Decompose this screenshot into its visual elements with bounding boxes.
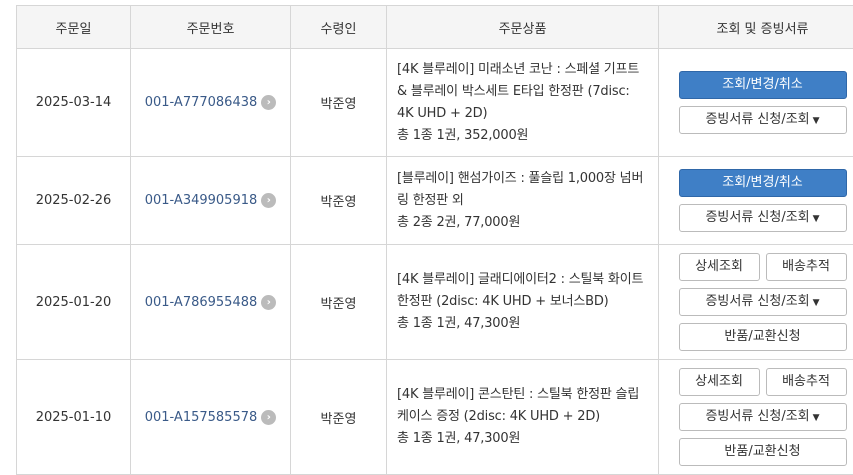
- table-row: 2025-03-14 001-A777086438› 박준영 [4K 블루레이]…: [17, 49, 853, 157]
- order-summary: 총 1종 1권, 47,300원: [397, 428, 648, 450]
- product-name: [4K 블루레이] 콘스탄틴 : 스틸북 한정판 슬립케이스 증정 (2disc…: [397, 384, 648, 428]
- table-row: 2025-01-20 001-A786955488› 박준영 [4K 블루레이]…: [17, 245, 853, 360]
- chevron-right-icon[interactable]: ›: [261, 95, 276, 110]
- tracking-button[interactable]: 배송추적: [766, 253, 847, 281]
- view-change-cancel-button[interactable]: 조회/변경/취소: [679, 71, 847, 99]
- receipt-dropdown-button[interactable]: 증빙서류 신청/조회 ▼: [679, 204, 847, 232]
- product-name: [4K 블루레이] 미래소년 코난 : 스페셜 기프트 & 블루레이 박스세트 …: [397, 59, 648, 125]
- chevron-right-icon[interactable]: ›: [261, 193, 276, 208]
- receipt-dropdown-button[interactable]: 증빙서류 신청/조회 ▼: [679, 288, 847, 316]
- order-date: 2025-03-14: [17, 49, 131, 157]
- caret-down-icon: ▼: [813, 214, 820, 224]
- tracking-button[interactable]: 배송추적: [766, 368, 847, 396]
- header-order-no: 주문번호: [131, 6, 291, 49]
- return-exchange-button[interactable]: 반품/교환신청: [679, 438, 847, 466]
- order-date: 2025-01-20: [17, 245, 131, 360]
- receipt-label: 증빙서류 신청/조회: [705, 210, 809, 225]
- caret-down-icon: ▼: [813, 116, 820, 126]
- order-summary: 총 2종 2권, 77,000원: [397, 212, 648, 234]
- caret-down-icon: ▼: [813, 413, 820, 423]
- order-summary: 총 1종 1권, 47,300원: [397, 313, 648, 335]
- table-row: 2025-02-26 001-A349905918› 박준영 [블루레이] 핸섬…: [17, 157, 853, 245]
- header-product: 주문상품: [387, 6, 659, 49]
- recipient: 박준영: [291, 360, 387, 475]
- recipient: 박준영: [291, 49, 387, 157]
- order-number-link[interactable]: 001-A157585578: [145, 410, 258, 425]
- order-number-link[interactable]: 001-A786955488: [145, 295, 258, 310]
- recipient: 박준영: [291, 157, 387, 245]
- header-recipient: 수령인: [291, 6, 387, 49]
- receipt-dropdown-button[interactable]: 증빙서류 신청/조회 ▼: [679, 106, 847, 134]
- receipt-label: 증빙서류 신청/조회: [705, 294, 809, 309]
- order-summary: 총 1종 1권, 352,000원: [397, 125, 648, 147]
- view-change-cancel-button[interactable]: 조회/변경/취소: [679, 169, 847, 197]
- product-name: [블루레이] 핸섬가이즈 : 풀슬립 1,000장 넘버링 한정판 외: [397, 168, 648, 212]
- receipt-label: 증빙서류 신청/조회: [705, 112, 809, 127]
- order-number-link[interactable]: 001-A777086438: [145, 95, 258, 110]
- order-date: 2025-01-10: [17, 360, 131, 475]
- receipt-dropdown-button[interactable]: 증빙서류 신청/조회 ▼: [679, 403, 847, 431]
- chevron-right-icon[interactable]: ›: [261, 295, 276, 310]
- recipient: 박준영: [291, 245, 387, 360]
- receipt-label: 증빙서류 신청/조회: [705, 409, 809, 424]
- header-date: 주문일: [17, 6, 131, 49]
- chevron-right-icon[interactable]: ›: [261, 410, 276, 425]
- order-date: 2025-02-26: [17, 157, 131, 245]
- detail-button[interactable]: 상세조회: [679, 253, 760, 281]
- order-number-link[interactable]: 001-A349905918: [145, 193, 258, 208]
- order-table: 주문일 주문번호 수령인 주문상품 조회 및 증빙서류 2025-03-14 0…: [16, 5, 853, 475]
- header-actions: 조회 및 증빙서류: [659, 6, 853, 49]
- return-exchange-button[interactable]: 반품/교환신청: [679, 323, 847, 351]
- table-header: 주문일 주문번호 수령인 주문상품 조회 및 증빙서류: [17, 6, 853, 49]
- product-name: [4K 블루레이] 글래디에이터2 : 스틸북 화이트 한정판 (2disc: …: [397, 269, 648, 313]
- detail-button[interactable]: 상세조회: [679, 368, 760, 396]
- table-row: 2025-01-10 001-A157585578› 박준영 [4K 블루레이]…: [17, 360, 853, 475]
- caret-down-icon: ▼: [813, 298, 820, 308]
